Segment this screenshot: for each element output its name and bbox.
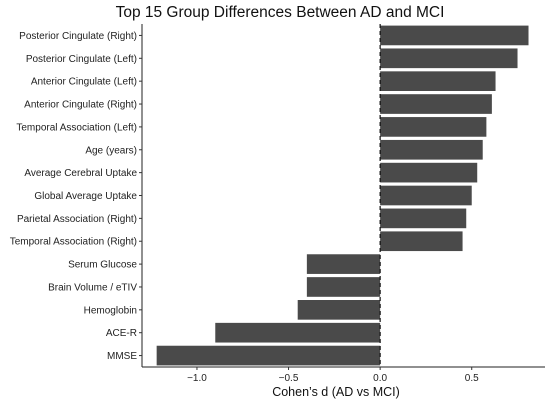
y-tick-label-7: Global Average Uptake — [34, 191, 137, 202]
y-tick-label-1: Posterior Cingulate (Left) — [26, 54, 137, 65]
chart-title: Top 15 Group Differences Between AD and … — [116, 4, 445, 21]
y-tick-label-11: Brain Volume / eTIV — [48, 282, 137, 293]
bar-11 — [306, 277, 381, 297]
bar-3 — [380, 94, 492, 114]
y-tick-label-3: Anterior Cingulate (Right) — [24, 100, 137, 111]
y-tick-label-8: Parietal Association (Right) — [17, 214, 137, 225]
y-tick-label-2: Anterior Cingulate (Left) — [31, 77, 137, 88]
y-tick-label-6: Average Cerebral Uptake — [24, 168, 137, 179]
y-tick-label-13: ACE-R — [106, 328, 137, 339]
bar-8 — [380, 208, 467, 229]
bar-14 — [156, 345, 381, 366]
bar-13 — [215, 322, 381, 343]
plot-area — [141, 24, 545, 368]
bar-7 — [380, 185, 472, 206]
x-ticks: −1.0 −0.5 0.0 0.5 — [187, 367, 479, 384]
y-tick-label-5: Age (years) — [85, 145, 137, 156]
bar-5 — [380, 139, 483, 160]
bar-4 — [380, 117, 487, 137]
y-tick-label-9: Temporal Association (Right) — [10, 237, 137, 248]
x-tick-label-3: 0.5 — [465, 373, 479, 384]
x-tick-label-0: −1.0 — [187, 373, 207, 384]
bar-0 — [380, 25, 529, 46]
y-tick-label-0: Posterior Cingulate (Right) — [19, 31, 137, 42]
bar-12 — [297, 300, 381, 320]
y-tick-label-14: MMSE — [107, 351, 137, 362]
x-tick-label-1: −0.5 — [279, 373, 299, 384]
bar-1 — [380, 48, 518, 69]
y-tick-label-12: Hemoglobin — [84, 305, 137, 316]
bar-9 — [380, 231, 463, 252]
bar-6 — [380, 162, 478, 183]
bar-2 — [380, 71, 496, 91]
y-tick-label-4: Temporal Association (Left) — [16, 122, 137, 133]
y-tick-label-10: Serum Glucose — [68, 260, 137, 271]
y-tick-labels: Posterior Cingulate (Right) Posterior Cin… — [10, 31, 142, 362]
x-tick-label-2: 0.0 — [373, 373, 387, 384]
x-axis-label: Cohen’s d (AD vs MCI) — [272, 385, 400, 399]
bar-10 — [306, 254, 381, 274]
